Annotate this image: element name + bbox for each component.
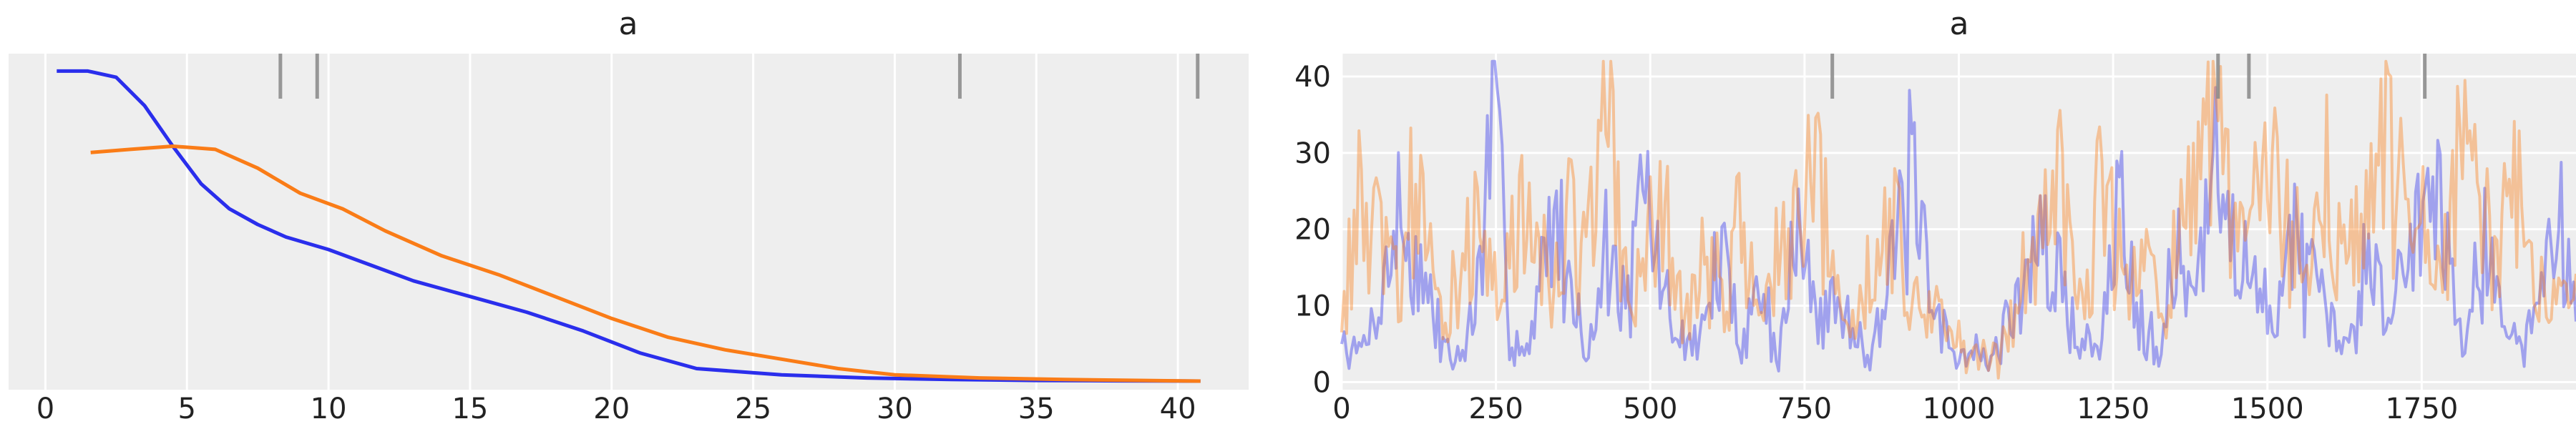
trace-x-tick-label: 1250 — [2077, 393, 2150, 425]
trace-y-ticks: 0 10 20 30 40 — [1294, 61, 1331, 399]
trace-x-tick-label: 1750 — [2385, 393, 2458, 425]
density-x-ticks: 0 5 10 15 20 25 30 35 40 — [36, 393, 1196, 425]
density-x-tick-label: 30 — [877, 393, 913, 425]
density-x-tick-label: 40 — [1160, 393, 1196, 425]
trace-y-tick-label: 20 — [1294, 214, 1331, 247]
density-x-tick-label: 15 — [452, 393, 488, 425]
density-x-tick-label: 0 — [36, 393, 54, 425]
density-divergence-markers — [278, 54, 1200, 99]
trace-x-tick-label: 1500 — [2231, 393, 2304, 425]
trace-gridlines — [1340, 54, 2576, 390]
density-gridlines — [44, 54, 1179, 390]
trace-line-chain-0 — [1340, 59, 2576, 373]
trace-title: a — [1950, 6, 1969, 42]
trace-y-tick-label: 10 — [1294, 290, 1331, 323]
trace-x-tick-label: 500 — [1623, 393, 1677, 425]
trace-panel: a 0 250 500 750 1000 1250 1500 1750 0 10 20 30 40 — [1294, 6, 2576, 425]
trace-y-tick-label: 0 — [1313, 366, 1331, 399]
trace-y-tick-label: 30 — [1294, 137, 1331, 170]
density-lines — [57, 69, 1201, 383]
trace-x-ticks: 0 250 500 750 1000 1250 1500 1750 — [1332, 393, 2458, 425]
density-line-chain-0 — [57, 69, 1201, 383]
trace-lines — [1340, 59, 2576, 380]
trace-x-tick-label: 750 — [1777, 393, 1832, 425]
density-x-tick-label: 35 — [1018, 393, 1055, 425]
trace-x-tick-label: 0 — [1332, 393, 1350, 425]
trace-x-tick-label: 1000 — [1923, 393, 1996, 425]
density-plot-area — [9, 54, 1249, 390]
trace-line-chain-1 — [1340, 59, 2576, 380]
trace-x-tick-label: 250 — [1468, 393, 1523, 425]
density-x-tick-label: 20 — [593, 393, 630, 425]
density-x-tick-label: 5 — [178, 393, 196, 425]
density-x-tick-label: 25 — [735, 393, 771, 425]
density-x-tick-label: 10 — [311, 393, 347, 425]
density-panel: a 0 5 10 15 20 25 30 35 40 — [9, 6, 1249, 425]
trace-y-tick-label: 40 — [1294, 61, 1331, 94]
density-line-chain-1 — [90, 144, 1201, 383]
trace-divergence-markers — [1830, 54, 2427, 99]
density-title: a — [619, 6, 638, 42]
